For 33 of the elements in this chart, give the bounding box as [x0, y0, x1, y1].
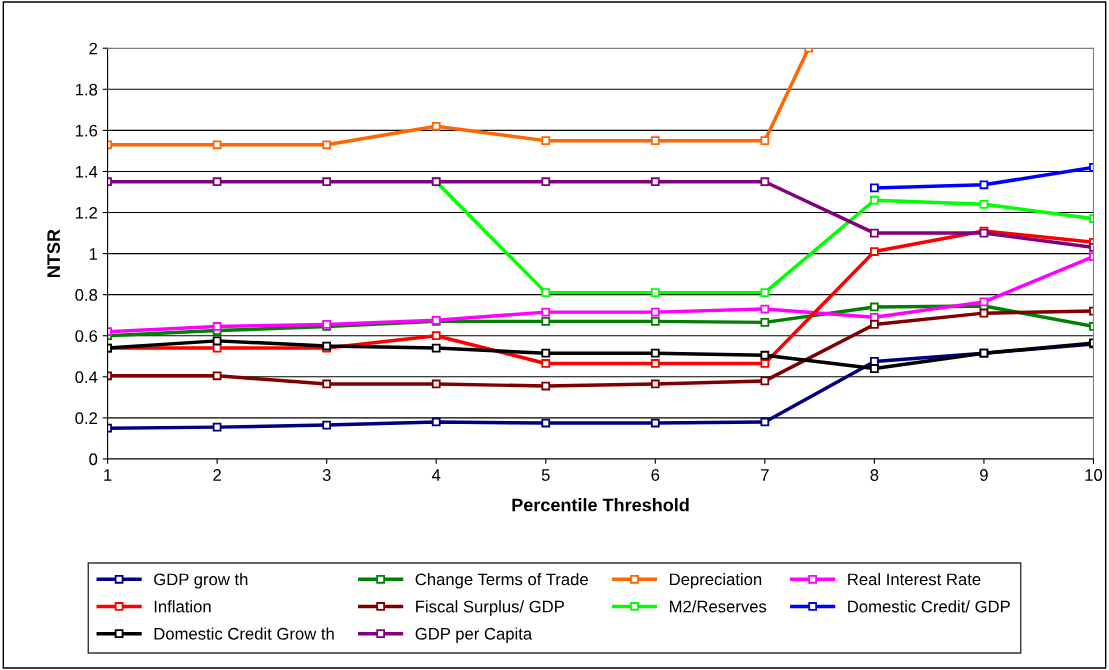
y-tick-label: 0.6 — [75, 330, 98, 342]
y-tick-label: 1.6 — [75, 124, 98, 137]
legend-label: Real Interest Rate — [848, 573, 981, 586]
x-tick-label: 7 — [761, 469, 769, 481]
legend-label: Change Terms of Trade — [415, 573, 588, 589]
x-tick-label: 6 — [651, 469, 660, 481]
x-tick-label: 9 — [980, 469, 988, 481]
x-tick-label: 8 — [870, 469, 879, 481]
x-tick-label: 2 — [213, 469, 221, 481]
x-tick-label: 4 — [431, 469, 441, 481]
y-tick-label: 1.4 — [75, 166, 98, 178]
x-tick-label: 1 — [104, 469, 112, 481]
y-tick-label: 0.8 — [75, 289, 98, 301]
legend-label: GDP grow th — [154, 573, 248, 589]
y-tick-label: 0.2 — [75, 412, 98, 425]
x-tick-label: 5 — [541, 469, 550, 481]
legend-label: Inflation — [154, 600, 211, 613]
x-tick-label: 10 — [1085, 469, 1103, 481]
legend-label: Domestic Credit/ GDP — [848, 600, 1010, 613]
legend-label: Domestic Credit Grow th — [154, 627, 334, 640]
y-tick-label: 1.8 — [75, 83, 98, 96]
x-axis-title: Percentile Threshold — [512, 498, 689, 512]
legend-label: M2/Reserves — [670, 600, 767, 613]
y-tick-label: 2 — [89, 42, 98, 55]
x-tick-label: 3 — [322, 469, 331, 481]
legend-label: Depreciation — [670, 573, 762, 589]
y-tick-label: 0 — [89, 453, 98, 466]
y-tick-label: 1 — [89, 248, 98, 260]
y-tick-label: 1.2 — [75, 206, 98, 219]
y-axis-title: NTSR — [47, 229, 60, 277]
legend-label: GDP per Capita — [415, 627, 533, 643]
y-tick-label: 0.4 — [75, 371, 98, 384]
legend-label: Fiscal Surplus/ GDP — [416, 600, 564, 616]
